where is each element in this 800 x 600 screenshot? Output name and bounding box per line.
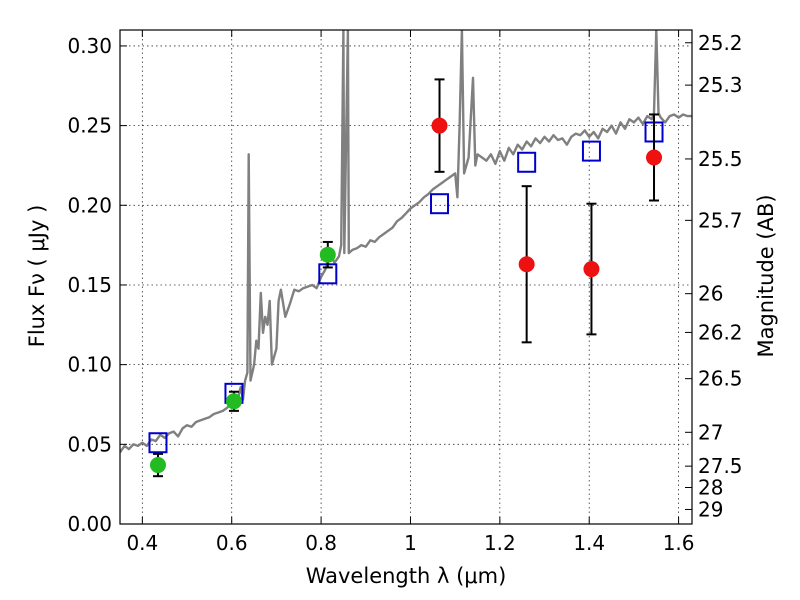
right-tick-label: 26 bbox=[698, 282, 723, 306]
x-tick-label: 0.4 bbox=[126, 531, 158, 555]
observed-flux-point bbox=[149, 457, 166, 474]
right-tick-label: 25.5 bbox=[698, 147, 743, 171]
model-flux-square bbox=[581, 140, 601, 162]
observed-flux-point bbox=[319, 246, 336, 263]
observed-flux-point bbox=[646, 149, 663, 166]
right-tick-label: 27 bbox=[698, 420, 723, 444]
plot-frame bbox=[119, 29, 693, 525]
x-tick-label: 0.8 bbox=[305, 531, 337, 555]
y-tick-label: 0.30 bbox=[67, 34, 112, 58]
y-tick-label: 0.10 bbox=[67, 353, 112, 377]
x-tick-label: 0.6 bbox=[216, 531, 248, 555]
observed-flux-point bbox=[225, 393, 242, 410]
plot-content bbox=[120, 30, 692, 478]
y-axis-label: Flux Fν ( μJy ) bbox=[25, 205, 49, 348]
y-tick-label: 0.15 bbox=[67, 273, 112, 297]
x-tick-label: 1 bbox=[404, 531, 417, 555]
model-flux-square bbox=[148, 432, 168, 454]
x-tick-label: 1.6 bbox=[663, 531, 695, 555]
tick-labels: 0.4 0.6 0.8 1 1.2 1.4 1.6 0.00 0.05 0.10 0.15 0.20 0… bbox=[67, 31, 742, 555]
observed-flux-point bbox=[518, 256, 535, 273]
model-spectrum-line bbox=[120, 30, 692, 453]
model-flux-square bbox=[430, 193, 450, 215]
right-tick-label: 28 bbox=[698, 475, 723, 499]
right-tick-label: 26.5 bbox=[698, 367, 743, 391]
y-tick-label: 0.25 bbox=[67, 114, 112, 138]
right-tick-label: 27.5 bbox=[698, 454, 743, 478]
right-tick-label: 29 bbox=[698, 497, 723, 521]
x-axis-label: Wavelength λ (μm) bbox=[306, 564, 507, 588]
right-axis-label: Magnitude (AB) bbox=[754, 194, 778, 357]
y-tick-label: 0.20 bbox=[67, 193, 112, 217]
right-tick-label: 26.2 bbox=[698, 320, 743, 344]
y-tick-label: 0.00 bbox=[67, 512, 112, 536]
grid bbox=[120, 30, 692, 524]
y-tick-label: 0.05 bbox=[67, 432, 112, 456]
tick-marks bbox=[120, 30, 692, 525]
right-tick-label: 25.3 bbox=[698, 73, 743, 97]
x-tick-label: 1.4 bbox=[573, 531, 605, 555]
right-tick-label: 25.2 bbox=[698, 31, 743, 55]
right-tick-label: 25.7 bbox=[698, 208, 743, 232]
x-tick-label: 1.2 bbox=[484, 531, 516, 555]
model-flux-square bbox=[517, 151, 537, 173]
observed-flux-point bbox=[431, 117, 448, 134]
observed-flux-point bbox=[583, 261, 600, 278]
